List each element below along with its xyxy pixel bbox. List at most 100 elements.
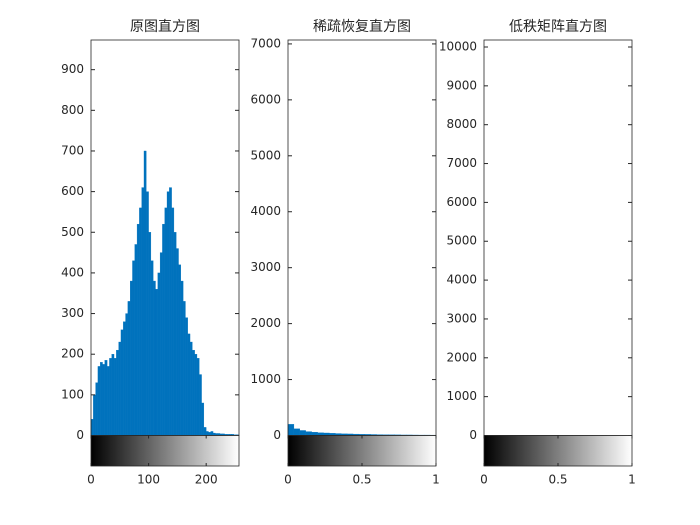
y-tick-label: 0 [273,428,281,442]
colorbar [90,435,240,467]
y-tick-label: 200 [61,347,84,361]
bar [287,424,295,436]
bar [136,223,140,436]
bar [95,382,99,436]
y-tick-label: 5000 [250,148,281,162]
bar [185,317,188,436]
bar [166,191,170,436]
y-tick-label: 7000 [446,156,477,170]
y-tick-label: 5000 [446,234,477,248]
y-tick-label: 9000 [446,78,477,92]
bar [123,321,126,436]
bar [201,402,205,436]
x-tick-label: 100 [137,473,160,487]
bar [102,364,105,436]
bar [111,354,115,436]
y-tick-label: 0 [76,428,84,442]
y-tick-label: 6000 [446,195,477,209]
x-tick-label: 0.5 [352,473,371,487]
x-tick-label: 0.5 [548,473,567,487]
y-tick-label: 800 [61,103,84,117]
bar [159,252,163,436]
bar [305,431,312,436]
bar [317,432,324,436]
y-tick-label: 1000 [250,372,281,386]
bar [203,427,207,436]
bar [194,354,198,436]
y-tick-label: 6000 [250,92,281,106]
bar [311,431,318,436]
bar [171,207,175,436]
bar [125,313,129,436]
bar [93,394,96,436]
y-tick-label: 600 [61,184,84,198]
y-tick-label: 10000 [439,39,477,53]
bar [210,431,214,436]
y-tick-label: 1000 [446,389,477,403]
y-tick-label: 300 [61,306,84,320]
bar [176,248,179,436]
bar [130,280,133,436]
bar [162,223,165,436]
bar [208,432,211,436]
bar [104,360,108,436]
bar [299,430,306,436]
bar [187,333,191,436]
y-tick-label: 0 [469,428,477,442]
y-tick-label: 2000 [250,316,281,330]
colorbar [287,435,437,467]
x-tick-label: 200 [195,473,218,487]
x-tick-label: 0 [480,473,488,487]
y-tick-label: 900 [61,62,84,76]
bar [116,349,119,436]
y-tick-label: 4000 [446,273,477,287]
chart-title: 原图直方图 [130,18,200,35]
bar [178,264,181,436]
bar [134,244,138,436]
bar [196,358,200,436]
x-tick-label: 0 [284,473,292,487]
y-tick-label: 700 [61,143,84,157]
y-tick-label: 8000 [446,117,477,131]
bar [189,341,193,436]
bar [139,207,142,436]
bar [141,187,145,436]
bar [146,191,149,436]
y-tick-label: 3000 [250,260,281,274]
x-tick-label: 1 [628,473,636,487]
bar [164,207,168,436]
bar [100,362,103,436]
bar [293,428,300,436]
bar [109,358,112,436]
chart-title: 低秩矩阵直方图 [509,18,607,35]
bar [132,260,135,436]
bar [173,232,177,436]
bar [106,366,110,436]
bar [155,289,158,436]
y-tick-label: 4000 [250,204,281,218]
bar [127,301,131,436]
y-tick-label: 100 [61,387,84,401]
bar [199,374,202,436]
bar [192,349,195,436]
bar [97,366,101,436]
bar [169,187,172,436]
bar [153,280,156,436]
bar [118,341,122,436]
y-tick-label: 400 [61,265,84,279]
chart-title: 稀疏恢复直方图 [313,18,411,35]
bar [143,150,147,436]
bar [206,431,209,436]
y-tick-label: 7000 [250,36,281,50]
bar [148,232,152,436]
y-tick-label: 500 [61,225,84,239]
bar [180,280,184,436]
x-tick-label: 1 [432,473,440,487]
bar [113,358,117,436]
y-tick-label: 3000 [446,311,477,325]
bar [157,272,161,436]
y-tick-label: 2000 [446,350,477,364]
x-tick-label: 0 [87,473,95,487]
bar [150,260,154,436]
